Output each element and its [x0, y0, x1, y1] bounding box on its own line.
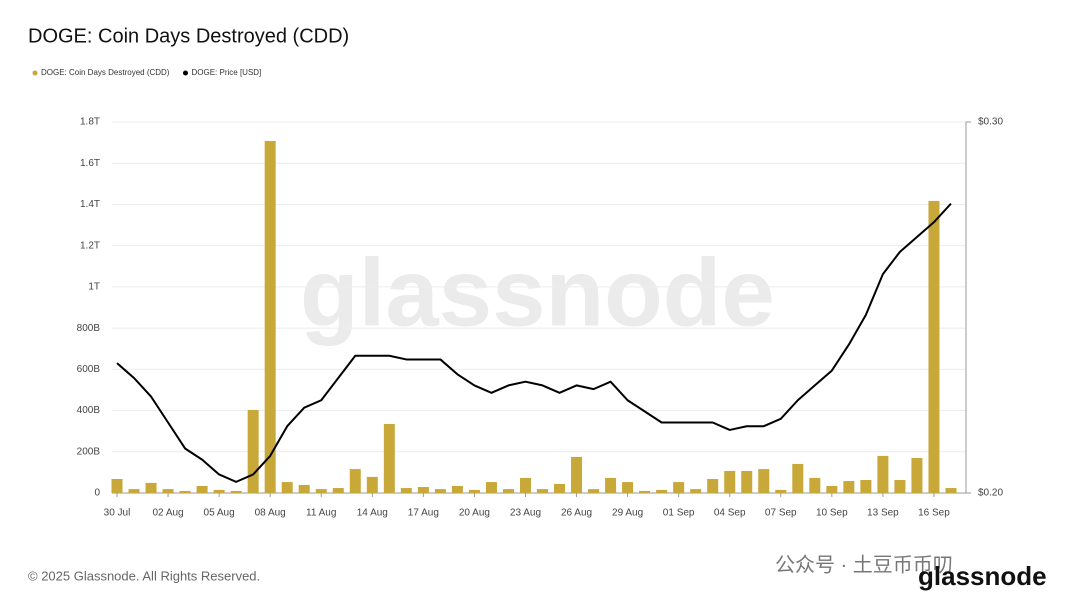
y-tick-label: 200B [77, 446, 101, 457]
bar [758, 469, 770, 493]
x-tick-label: 04 Sep [714, 508, 746, 519]
x-tick-label: 29 Aug [612, 508, 643, 519]
bar [383, 423, 395, 493]
legend-marker [182, 70, 188, 76]
bar [111, 478, 123, 493]
bar [434, 489, 446, 493]
y2-tick-label: $0.20 [978, 488, 1003, 499]
bar [332, 488, 344, 493]
bar [400, 488, 412, 493]
bar [605, 477, 617, 493]
bar [792, 463, 804, 493]
bar [673, 482, 685, 493]
watermark: glassnode [300, 239, 775, 346]
bar [656, 489, 668, 493]
bar [639, 490, 651, 493]
y-tick-label: 1.8T [80, 117, 100, 128]
bar [213, 489, 225, 493]
overlay-text: 公众号 · 土豆币币叨 [775, 553, 953, 576]
x-tick-label: 11 Aug [306, 508, 336, 519]
bar [894, 480, 906, 493]
x-tick-label: 08 Aug [255, 508, 286, 519]
legend-label: DOGE: Price [USD] [191, 68, 261, 77]
bar [928, 200, 940, 493]
bar [622, 482, 634, 493]
y-tick-label: 1.6T [80, 158, 100, 169]
x-tick-label: 01 Sep [663, 508, 695, 519]
bar [417, 487, 429, 493]
x-tick-label: 10 Sep [816, 508, 848, 519]
bar [826, 485, 838, 493]
x-tick-label: 20 Aug [459, 508, 490, 519]
bar [571, 456, 583, 493]
y-tick-label: 1.2T [80, 240, 100, 251]
x-tick-label: 26 Aug [561, 508, 592, 519]
bar [690, 489, 702, 493]
bar [519, 477, 531, 493]
y-tick-label: 1.4T [80, 199, 100, 210]
bar [264, 140, 276, 493]
y-tick-label: 400B [77, 405, 101, 416]
x-tick-label: 30 Jul [104, 508, 131, 519]
bar [485, 482, 497, 493]
chart-title: DOGE: Coin Days Destroyed (CDD) [28, 25, 349, 47]
bar [945, 488, 957, 493]
bar [128, 489, 140, 493]
legend-marker [32, 70, 38, 76]
bar [451, 485, 463, 493]
x-tick-label: 23 Aug [510, 508, 541, 519]
bar [860, 480, 872, 493]
x-tick-label: 13 Sep [867, 508, 899, 519]
y-tick-label: 600B [77, 364, 101, 375]
bar [298, 484, 310, 493]
bar [247, 409, 259, 493]
legend-label: DOGE: Coin Days Destroyed (CDD) [41, 68, 170, 77]
bar [315, 489, 327, 493]
bar [554, 483, 566, 493]
bar [877, 455, 889, 493]
x-tick-label: 07 Sep [765, 508, 797, 519]
bar [809, 477, 821, 493]
bar [162, 489, 174, 493]
bar [145, 482, 157, 493]
bar [843, 481, 855, 493]
x-tick-label: 16 Sep [918, 508, 950, 519]
bar [281, 482, 293, 493]
logo: glassnode [918, 561, 1047, 591]
y-tick-label: 0 [94, 488, 100, 499]
bar [179, 490, 191, 493]
copyright: © 2025 Glassnode. All Rights Reserved. [28, 568, 260, 583]
y-tick-label: 800B [77, 323, 101, 334]
bar [502, 489, 514, 493]
x-tick-label: 14 Aug [357, 508, 388, 519]
bar [196, 485, 208, 493]
bar [230, 490, 242, 493]
bar [707, 478, 719, 493]
bar [775, 489, 787, 493]
y-tick-label: 1T [88, 282, 100, 293]
bar [741, 470, 753, 493]
bar [537, 489, 548, 493]
price-line [116, 202, 952, 483]
x-tick-label: 17 Aug [408, 508, 439, 519]
bar [724, 470, 736, 493]
bar [349, 469, 361, 493]
bar [468, 489, 480, 493]
x-tick-label: 02 Aug [152, 508, 183, 519]
bar [588, 489, 600, 493]
y2-tick-label: $0.30 [978, 117, 1003, 128]
bar [366, 476, 378, 493]
bar [911, 457, 923, 493]
x-tick-label: 05 Aug [204, 508, 235, 519]
